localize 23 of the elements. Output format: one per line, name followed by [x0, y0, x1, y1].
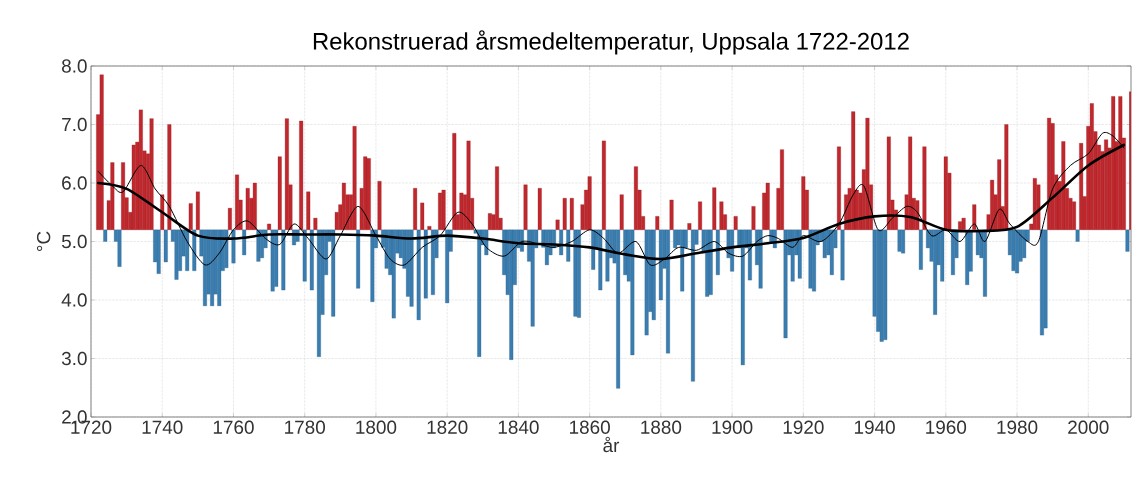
x-tick-label: 1940 — [854, 420, 895, 434]
y-tick-label: 4.0 — [61, 293, 87, 307]
x-axis-title: år — [603, 436, 620, 453]
x-tick-label: 1980 — [997, 420, 1038, 434]
x-tick-label: 1780 — [285, 420, 325, 434]
x-tick-label: 1880 — [641, 420, 682, 434]
x-tick-label: 1840 — [498, 420, 539, 434]
x-tick-label: 1920 — [783, 420, 824, 434]
y-tick-label: 5.0 — [61, 234, 87, 249]
y-tick-label: 7.0 — [62, 117, 87, 132]
y-tick-label: 6.0 — [62, 176, 87, 190]
y-axis-title: °C — [36, 231, 51, 251]
x-tick-label: 1960 — [926, 420, 967, 434]
x-tick-label: 1820 — [427, 420, 468, 434]
x-tick-label: 1740 — [142, 420, 183, 434]
x-tick-label: 1800 — [356, 420, 397, 434]
y-tick-label: 8.0 — [61, 59, 87, 73]
chart-title: Rekonstruerad årsmedeltemperatur, Uppsala 1722-2012 — [313, 30, 909, 55]
x-tick-label: 1900 — [712, 420, 753, 434]
x-tick-label: 1760 — [213, 420, 254, 434]
x-tick-label: 1860 — [570, 420, 610, 434]
x-tick-label: 2000 — [1068, 420, 1109, 434]
y-tick-label: 3.0 — [61, 351, 87, 366]
